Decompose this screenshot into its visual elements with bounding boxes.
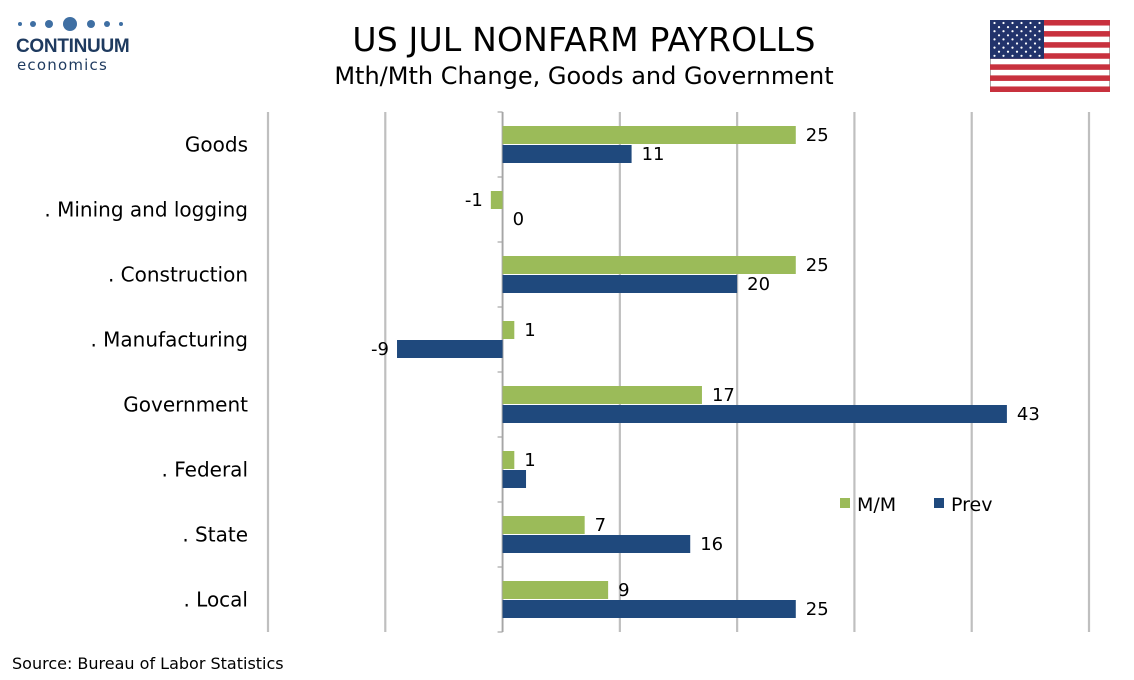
bar-m-m bbox=[502, 386, 702, 404]
bar-prev bbox=[502, 470, 527, 488]
category-label: Government bbox=[123, 393, 248, 417]
legend-label: Prev bbox=[951, 494, 992, 516]
value-label: 25 bbox=[806, 599, 829, 620]
logo-wordmark: CONTINUUM bbox=[16, 36, 130, 57]
legend: M/M Prev bbox=[840, 494, 992, 516]
bar-m-m bbox=[502, 126, 796, 144]
continuum-economics-logo: CONTINUUM economics bbox=[14, 14, 144, 74]
chart-title: US JUL NONFARM PAYROLLS bbox=[352, 20, 816, 59]
value-label: -1 bbox=[465, 190, 483, 211]
value-label: 1 bbox=[524, 450, 535, 471]
value-label: 17 bbox=[712, 385, 735, 406]
bar-m-m bbox=[502, 451, 515, 469]
category-labels: Goods . Mining and logging . Construction.… bbox=[44, 133, 248, 612]
bar-prev bbox=[502, 145, 632, 163]
bar-prev bbox=[502, 275, 738, 293]
value-label: 43 bbox=[1017, 404, 1040, 425]
value-label: 7 bbox=[595, 515, 606, 536]
bars bbox=[397, 126, 1007, 618]
category-label: . Federal bbox=[162, 458, 248, 482]
bar-m-m bbox=[502, 581, 609, 599]
category-label: Goods bbox=[185, 133, 248, 157]
bar-prev bbox=[397, 340, 503, 358]
legend-swatch bbox=[934, 498, 944, 508]
value-label: 11 bbox=[642, 144, 665, 165]
legend-label: M/M bbox=[857, 494, 896, 516]
category-label: . Mining and logging bbox=[44, 198, 248, 222]
value-label: 20 bbox=[747, 274, 770, 295]
category-label: . Manufacturing bbox=[90, 328, 248, 352]
value-label: 16 bbox=[700, 534, 723, 555]
bar-m-m bbox=[502, 321, 515, 339]
category-label: . Construction bbox=[108, 263, 248, 287]
bar-prev bbox=[502, 600, 796, 618]
source-note: Source: Bureau of Labor Statistics bbox=[12, 654, 284, 673]
legend-swatch bbox=[840, 498, 850, 508]
bar-prev bbox=[502, 535, 691, 553]
logo-dots-icon bbox=[16, 16, 123, 32]
category-label: . State bbox=[182, 523, 248, 547]
value-label: -9 bbox=[371, 339, 389, 360]
logo-tagline: economics bbox=[17, 56, 108, 74]
value-label: 0 bbox=[513, 209, 524, 230]
value-label: 25 bbox=[806, 125, 829, 146]
bar-m-m bbox=[502, 516, 585, 534]
gridlines bbox=[266, 111, 1091, 633]
bar-m-m bbox=[490, 191, 503, 209]
us-flag-icon bbox=[990, 20, 1110, 92]
value-label: 1 bbox=[524, 320, 535, 341]
bar-m-m bbox=[502, 256, 796, 274]
chart-subtitle: Mth/Mth Change, Goods and Government bbox=[334, 62, 834, 90]
value-label: 25 bbox=[806, 255, 829, 276]
bar-prev bbox=[502, 405, 1007, 423]
category-label: . Local bbox=[183, 588, 248, 612]
value-label: 9 bbox=[618, 580, 629, 601]
